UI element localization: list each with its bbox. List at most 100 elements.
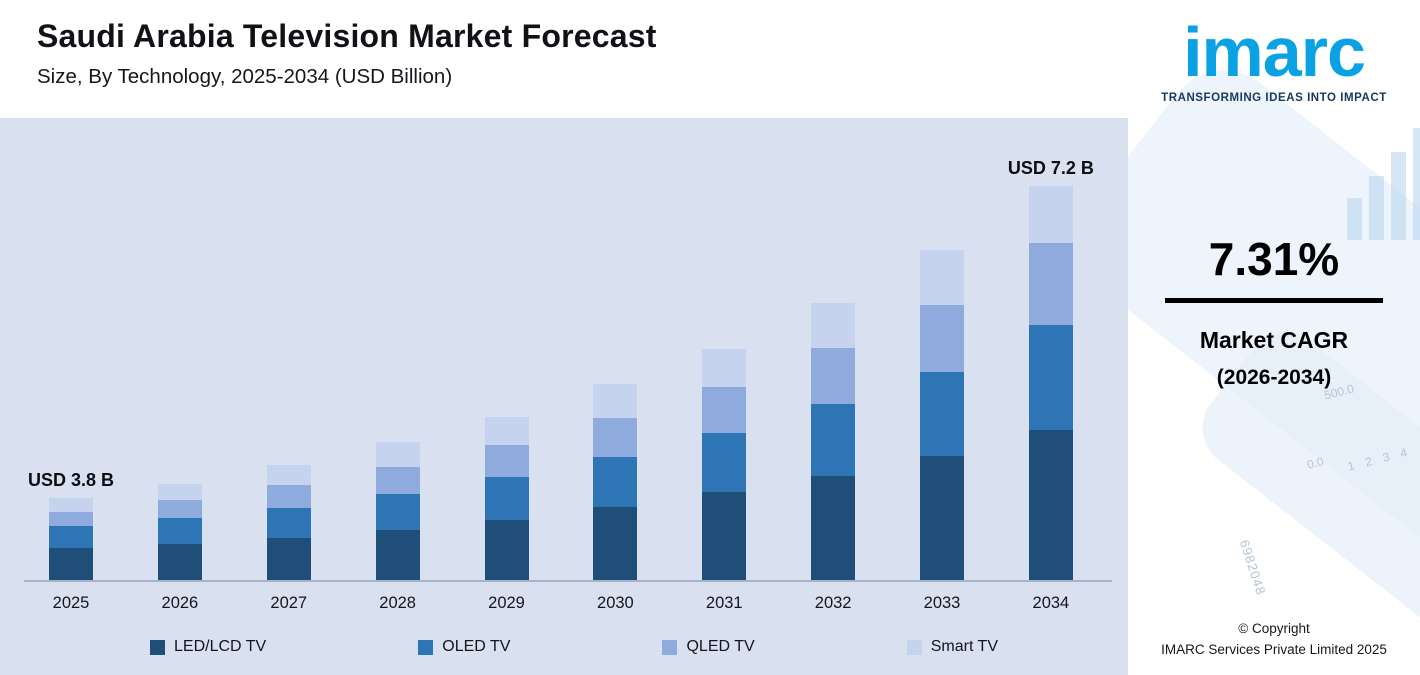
page-subtitle: Size, By Technology, 2025-2034 (USD Bill… bbox=[37, 65, 453, 88]
cagr-block: 7.31% Market CAGR (2026-2034) bbox=[1128, 232, 1420, 390]
bar-segment-led-lcd-tv bbox=[375, 530, 420, 580]
stacked-bar bbox=[484, 417, 529, 580]
stacked-bar bbox=[49, 498, 93, 580]
chart-panel: USD 3.8 B USD 7.2 B 2025 2026 2027 2028 2029 2… bbox=[0, 118, 1128, 675]
bar-segment-qled-tv bbox=[920, 305, 964, 372]
bar-group-2026 bbox=[140, 484, 220, 580]
bar-segment-smart-tv bbox=[593, 384, 638, 418]
legend-label: QLED TV bbox=[686, 638, 755, 655]
bar-total-label: USD 7.2 B bbox=[1007, 158, 1094, 178]
cagr-value: 7.31% bbox=[1208, 232, 1340, 285]
logo-tagline: TRANSFORMING IDEAS INTO IMPACT bbox=[1161, 91, 1387, 104]
bar-segment-led-lcd-tv bbox=[484, 520, 529, 580]
x-axis-label: 2025 bbox=[52, 594, 90, 612]
stacked-bar bbox=[1028, 186, 1073, 580]
bar-segment-qled-tv bbox=[266, 485, 311, 508]
bar-segment-led-lcd-tv bbox=[811, 476, 856, 580]
x-axis-label: 2028 bbox=[379, 594, 416, 612]
stacked-bar bbox=[593, 384, 638, 580]
page-title: Saudi Arabia Television Market Forecast bbox=[37, 18, 657, 54]
bar-group-2028 bbox=[358, 442, 438, 580]
bar-segment-led-lcd-tv bbox=[920, 456, 964, 580]
copyright-line1: © Copyright bbox=[1238, 621, 1310, 637]
bar-segment-smart-tv bbox=[266, 465, 311, 485]
bar-segment-oled-tv bbox=[266, 508, 311, 538]
bar-segment-led-lcd-tv bbox=[593, 507, 638, 580]
stacked-bar bbox=[266, 465, 311, 580]
bar-segment-qled-tv bbox=[593, 418, 638, 457]
bar-segment-qled-tv bbox=[1028, 243, 1073, 325]
bar-segment-qled-tv bbox=[702, 387, 747, 433]
bar-segment-oled-tv bbox=[702, 433, 747, 492]
bar-segment-oled-tv bbox=[593, 457, 638, 507]
bar-segment-qled-tv bbox=[157, 500, 202, 518]
bar-segment-led-lcd-tv bbox=[49, 548, 93, 580]
stacked-bar bbox=[375, 442, 420, 580]
bar-segment-qled-tv bbox=[49, 512, 93, 526]
decorative-bar-chart bbox=[1347, 128, 1420, 240]
legend: LED/LCD TV OLED TV QLED TV Smart TV bbox=[0, 638, 1128, 656]
bar-group-2029 bbox=[467, 417, 547, 580]
bar-segment-smart-tv bbox=[484, 417, 529, 445]
legend-label: Smart TV bbox=[930, 638, 998, 655]
copyright: © Copyright IMARC Services Private Limit… bbox=[1128, 619, 1420, 661]
bar-segment-smart-tv bbox=[1028, 186, 1073, 243]
legend-label: OLED TV bbox=[442, 638, 511, 655]
bar-segment-qled-tv bbox=[484, 445, 529, 477]
plot-area: USD 3.8 B USD 7.2 B 2025 2026 2027 2028 2029 2… bbox=[0, 118, 1128, 612]
legend-item-led-lcd-tv: LED/LCD TV bbox=[150, 638, 266, 656]
bars-row: USD 3.8 B USD 7.2 B bbox=[27, 158, 1094, 580]
bar-segment-oled-tv bbox=[49, 526, 93, 548]
decorative-number: 6982048 bbox=[1237, 537, 1270, 598]
bar-group-2031 bbox=[684, 349, 764, 580]
bar-segment-smart-tv bbox=[375, 442, 420, 467]
bar-total-label: USD 3.8 B bbox=[27, 470, 115, 490]
cagr-underline bbox=[1165, 297, 1383, 303]
stacked-bar bbox=[920, 250, 964, 580]
chart-header: Saudi Arabia Television Market Forecast … bbox=[37, 18, 657, 89]
legend-swatch bbox=[418, 639, 434, 655]
bar-group-2033 bbox=[902, 250, 982, 580]
bar-segment-smart-tv bbox=[811, 303, 856, 348]
bar-group-2032 bbox=[793, 303, 873, 580]
legend-item-smart-tv: Smart TV bbox=[906, 638, 998, 656]
x-axis-label: 2026 bbox=[161, 594, 199, 612]
legend-swatch bbox=[150, 639, 165, 655]
legend-label: LED/LCD TV bbox=[174, 638, 267, 655]
bar-segment-oled-tv bbox=[1028, 325, 1073, 430]
bar-segment-led-lcd-tv bbox=[702, 492, 747, 580]
stacked-bar bbox=[811, 303, 856, 580]
stacked-bar bbox=[702, 349, 747, 580]
bar-segment-smart-tv bbox=[702, 349, 747, 387]
bar-segment-qled-tv bbox=[811, 348, 856, 404]
x-axis-label: 2032 bbox=[814, 594, 852, 612]
x-axis-line bbox=[24, 580, 1112, 582]
bar-segment-smart-tv bbox=[49, 498, 93, 512]
x-axis-label: 2029 bbox=[488, 594, 525, 612]
legend-swatch bbox=[906, 639, 922, 655]
legend-item-oled-tv: OLED TV bbox=[418, 638, 510, 656]
bar-group-2027 bbox=[249, 465, 329, 580]
bar-segment-led-lcd-tv bbox=[266, 538, 311, 580]
bar-segment-oled-tv bbox=[375, 494, 420, 530]
imarc-logo: imarc bbox=[1183, 13, 1366, 91]
cagr-label: Market CAGR bbox=[1199, 326, 1349, 353]
bar-group-2034: USD 7.2 B bbox=[1007, 158, 1094, 580]
copyright-line2: IMARC Services Private Limited 2025 bbox=[1161, 642, 1387, 658]
x-axis-label: 2033 bbox=[923, 594, 961, 612]
x-axis-label: 2031 bbox=[705, 594, 743, 612]
x-axis-label: 2027 bbox=[270, 594, 308, 612]
bar-segment-led-lcd-tv bbox=[1028, 430, 1073, 580]
bar-segment-oled-tv bbox=[484, 477, 529, 520]
x-axis-labels: 2025 2026 2027 2028 2029 2030 2031 2032 2033 2034 bbox=[31, 594, 1091, 613]
chart-section: Saudi Arabia Television Market Forecast … bbox=[0, 18, 1128, 675]
bar-segment-oled-tv bbox=[811, 404, 856, 476]
bar-group-2025: USD 3.8 B bbox=[27, 470, 115, 580]
legend-swatch bbox=[662, 639, 678, 655]
cagr-period: (2026-2034) bbox=[1216, 365, 1332, 389]
bar-segment-oled-tv bbox=[157, 518, 202, 544]
bar-group-2030 bbox=[575, 384, 655, 580]
x-axis-label: 2034 bbox=[1032, 594, 1070, 612]
bar-segment-smart-tv bbox=[157, 484, 202, 500]
